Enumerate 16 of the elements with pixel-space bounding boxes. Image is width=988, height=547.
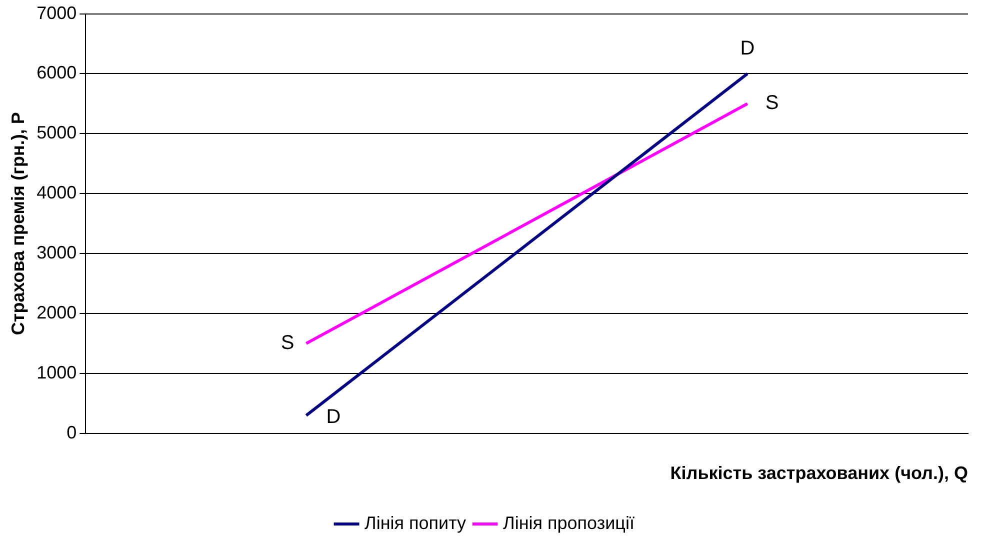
annotation: S: [280, 332, 294, 354]
y-tick-label: 1000: [36, 362, 77, 382]
y-tick-label: 0: [66, 422, 77, 442]
legend-label: Лінія пропозиції: [503, 512, 634, 533]
legend-label: Лінія попиту: [364, 512, 466, 533]
y-tick-label: 6000: [36, 62, 77, 83]
annotation: S: [765, 92, 779, 114]
annotation: D: [740, 37, 755, 60]
y-tick-label: 2000: [36, 302, 77, 322]
y-tick-label: 4000: [36, 182, 77, 203]
y-tick-label: 5000: [36, 122, 77, 143]
y-tick-label: 3000: [36, 242, 77, 263]
x-axis-title: Кількість застрахованих (чол.), Q: [670, 463, 968, 484]
annotation: D: [326, 406, 341, 428]
y-tick-label: 7000: [36, 2, 77, 23]
y-axis-title: Страхова премія (грн.), P: [8, 112, 28, 336]
